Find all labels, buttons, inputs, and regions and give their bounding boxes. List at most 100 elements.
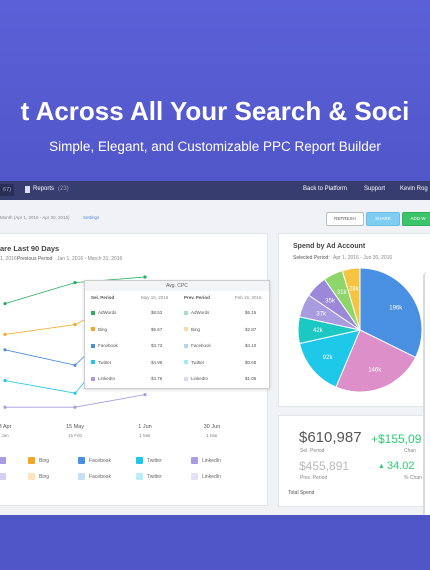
x-tick-label: 30 Jun — [204, 424, 221, 430]
trend-selected: 1, 2016 — [0, 256, 17, 262]
series-point — [3, 332, 7, 336]
tooltip-swatch — [184, 360, 188, 364]
tooltip-cell: LinkedIn — [191, 376, 209, 381]
refresh-button[interactable]: REFRESH — [326, 212, 364, 226]
percent-label: % Chan — [404, 475, 422, 481]
legend-label: Bing — [39, 458, 50, 464]
tooltip-cell: $8.53 — [151, 310, 163, 315]
pie-slice — [341, 267, 361, 331]
legend-label: Facebook — [89, 474, 111, 480]
legend-label: LinkedIn — [202, 474, 221, 480]
series-point — [3, 379, 7, 383]
trend-title: are Last 90 Days — [0, 244, 60, 253]
add-button[interactable]: ADD W — [402, 212, 430, 226]
tooltip-swatch — [184, 376, 188, 381]
tooltip-cell: Bing — [98, 326, 108, 332]
slice-label: 31k — [337, 290, 348, 296]
nav-link[interactable]: Support — [364, 186, 386, 192]
tooltip-swatch — [91, 360, 95, 364]
previous-period: Jan 1, 2016 - March 31, 2016 — [57, 256, 123, 262]
reports-icon — [25, 186, 30, 193]
legend-checkbox[interactable] — [136, 457, 143, 464]
slice-label: 28k — [349, 286, 360, 292]
x-tick-sublabel: 15 Feb — [68, 433, 83, 438]
x-tick-label: 3 Apr — [0, 424, 12, 430]
x-tick-label: 1 Jun — [138, 424, 151, 430]
series-line — [5, 394, 146, 408]
x-tick-sublabel: 1 Mar — [206, 433, 218, 438]
legend-checkbox[interactable] — [191, 473, 198, 480]
legend-checkbox[interactable] — [28, 473, 35, 480]
tooltip-cell: $6.15 — [245, 310, 257, 315]
legend-label: Twitter — [147, 458, 162, 464]
tooltip-cell: $4.98 — [151, 359, 163, 365]
series-point — [3, 302, 7, 306]
settings-link[interactable]: Settings — [83, 215, 100, 220]
footer-band — [0, 515, 430, 570]
tooltip-cell: $0.68 — [245, 359, 257, 365]
tooltip-cell: $3.76 — [151, 376, 163, 381]
legend-label: Facebook — [89, 458, 111, 464]
spend-title: Spend by Ad Account — [293, 243, 366, 250]
series-point — [143, 393, 147, 397]
slice-label: 92k — [323, 355, 334, 361]
pie-slice — [335, 329, 417, 393]
nav-reports[interactable]: Reports — [33, 186, 55, 192]
hero-title: t Across All Your Search & Soci — [20, 96, 410, 126]
nav-bar — [0, 181, 430, 200]
legend-checkbox[interactable] — [0, 457, 6, 464]
legend-checkbox[interactable] — [28, 457, 35, 464]
tooltip-title: Avg. CPC — [166, 283, 188, 289]
tooltip-cell: AdWords — [191, 310, 210, 315]
series-point — [3, 405, 7, 409]
legend-checkbox[interactable] — [78, 457, 85, 464]
series-point — [73, 405, 77, 409]
nav-count[interactable]: 67) — [0, 184, 14, 196]
slice-label: 146k — [368, 368, 382, 374]
spend-period-label: Selected Period: — [293, 255, 330, 261]
x-tick-sublabel: 1 Mar — [139, 433, 151, 438]
tooltip-cell: $5.67 — [151, 326, 163, 332]
legend-checkbox[interactable] — [136, 473, 143, 480]
phone-mockup — [423, 272, 430, 515]
slice-label: 37k — [316, 311, 327, 317]
nav-reports-count: (23) — [58, 186, 69, 192]
share-button[interactable]: SHARE — [366, 212, 400, 226]
spend-period: Apr 1, 2016 - Jun 30, 2016 — [333, 255, 393, 261]
current-label: Sel. Period — [300, 448, 325, 454]
tooltip-cell: $3.73 — [151, 343, 163, 348]
series-point — [73, 391, 77, 395]
legend-label: LinkedIn — [202, 458, 221, 464]
toolbar-period: Month (Apr 1, 2016 - Apr 30, 2016) — [0, 215, 70, 220]
legend-checkbox[interactable] — [78, 473, 85, 480]
nav-link[interactable]: Kevin Rog — [400, 186, 428, 192]
tooltip-column: Prev. Period — [184, 295, 210, 300]
tooltip-swatch — [184, 310, 188, 315]
pie-slice — [359, 267, 423, 359]
legend-checkbox[interactable] — [0, 473, 6, 480]
hero-subtitle: Simple, Elegant, and Customizable PPC Re… — [49, 139, 381, 154]
tooltip-cell: Twitter — [98, 359, 112, 365]
tooltip-cell: Twitter — [191, 359, 205, 365]
tooltip-swatch — [91, 376, 95, 381]
tooltip-cell: Facebook — [98, 343, 118, 348]
tooltip-swatch — [91, 343, 95, 348]
summary-panel — [278, 415, 430, 507]
legend-checkbox[interactable] — [191, 457, 198, 464]
summary-footer: Total Spend — [288, 490, 315, 496]
legend-label: Bing — [39, 474, 50, 480]
tooltip-cell: $1.06 — [245, 376, 257, 381]
series-point — [143, 275, 147, 279]
tooltip-column: Sel. Period — [91, 295, 115, 300]
percent-value: 34.02 — [387, 460, 415, 472]
x-tick-sublabel: Jan — [1, 433, 9, 438]
tooltip-cell: LinkedIn — [98, 376, 116, 381]
tooltip-cell: Facebook — [191, 343, 211, 348]
tooltip-header — [85, 281, 269, 291]
tooltip-cell: Bing — [191, 326, 201, 332]
nav-link[interactable]: Back to Platform — [303, 186, 348, 192]
pie-slice — [298, 329, 361, 388]
tooltip-column: Feb 15, 2016 — [235, 295, 262, 300]
x-tick-label: 15 May — [66, 424, 84, 430]
